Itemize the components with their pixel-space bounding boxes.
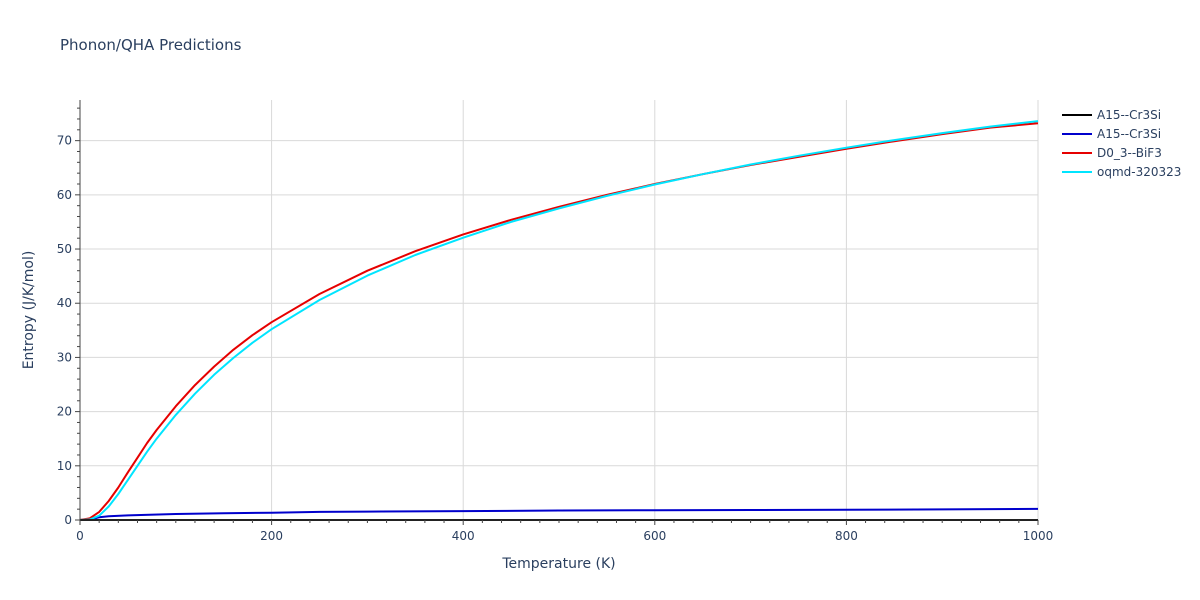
axis-layer: 0 200 400 600 800 1000 0 10 20 30 40 50 60 70	[57, 100, 1054, 543]
y-axis-title: Entropy (J/K/mol)	[21, 251, 37, 370]
x-tick-label: 200	[260, 529, 283, 543]
legend[interactable]: A15--Cr3Si A15--Cr3Si D0_3--BiF3 oqmd-32032…	[1062, 108, 1181, 179]
x-tick-label: 800	[835, 529, 858, 543]
y-tick-label: 10	[57, 459, 72, 473]
legend-item-0[interactable]: A15--Cr3Si	[1062, 108, 1161, 122]
x-tick-label: 0	[76, 529, 84, 543]
y-tick-label: 20	[57, 405, 72, 419]
legend-item-2[interactable]: D0_3--BiF3	[1062, 146, 1162, 160]
legend-label: oqmd-320323	[1097, 165, 1181, 179]
y-tick-label: 60	[57, 188, 72, 202]
y-tick-label: 30	[57, 350, 72, 364]
legend-item-1[interactable]: A15--Cr3Si	[1062, 127, 1161, 141]
series-line-1	[79, 507, 1039, 521]
x-axis-title: Temperature (K)	[501, 556, 615, 572]
x-tick-label: 600	[643, 529, 666, 543]
x-tick-label: 400	[452, 529, 475, 543]
y-tick-label: 40	[57, 296, 72, 310]
y-tick-label: 0	[64, 513, 72, 527]
legend-label: D0_3--BiF3	[1097, 146, 1162, 160]
grid-layer	[80, 100, 1039, 520]
y-tick-label: 70	[57, 134, 72, 148]
series-layer	[79, 120, 1039, 521]
chart-title: Phonon/QHA Predictions	[60, 36, 242, 54]
series-line-3	[79, 120, 1039, 521]
x-tick-label: 1000	[1023, 529, 1054, 543]
legend-item-3[interactable]: oqmd-320323	[1062, 165, 1181, 179]
series-line-2	[79, 122, 1039, 521]
legend-label: A15--Cr3Si	[1097, 108, 1161, 122]
y-tick-label: 50	[57, 242, 72, 256]
legend-label: A15--Cr3Si	[1097, 127, 1161, 141]
